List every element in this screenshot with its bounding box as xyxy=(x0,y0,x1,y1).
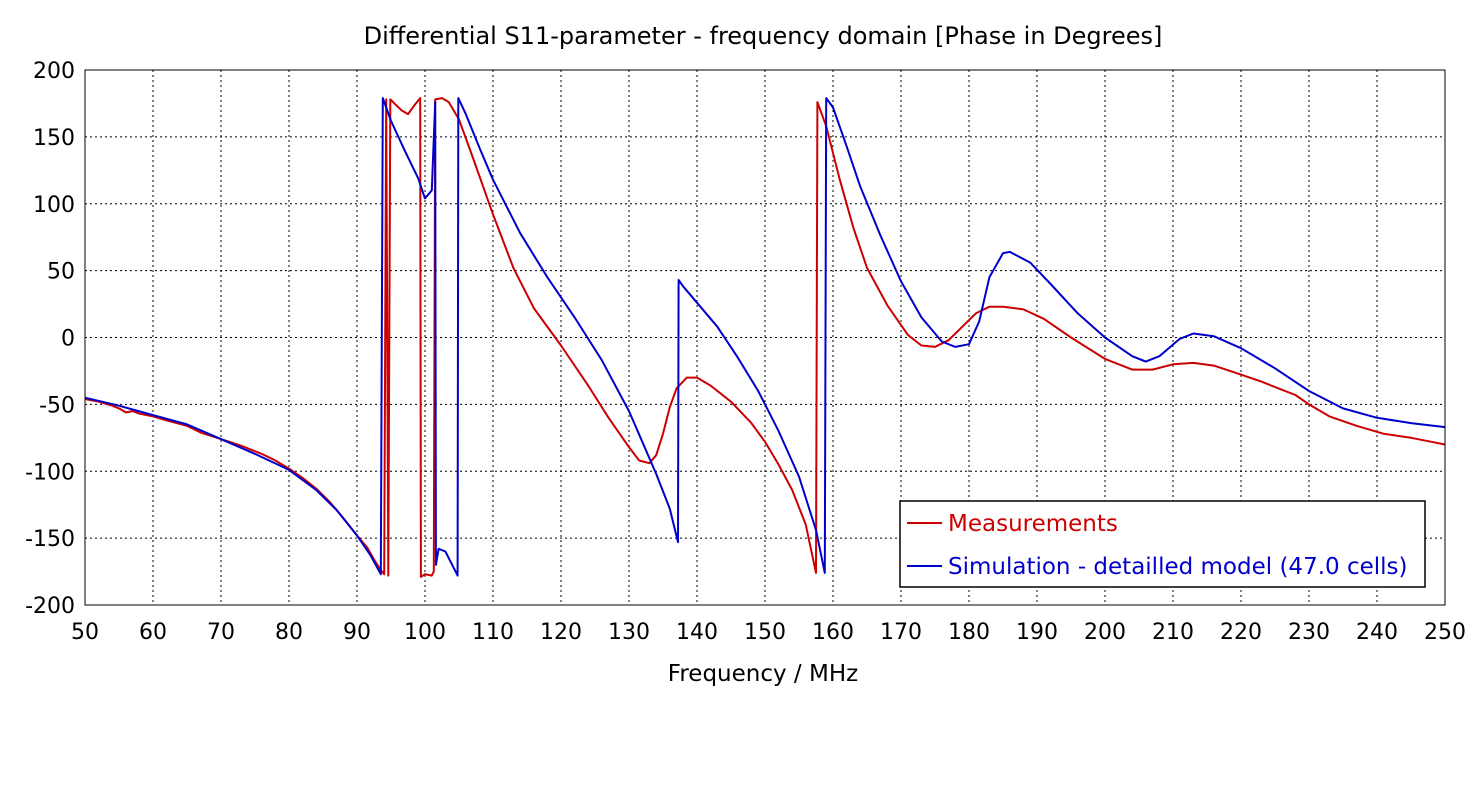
x-tick-label: 80 xyxy=(275,620,303,645)
x-tick-label: 230 xyxy=(1288,620,1330,645)
y-tick-label: 150 xyxy=(33,126,75,151)
plot-frame xyxy=(84,69,1446,606)
x-tick-label: 210 xyxy=(1152,620,1194,645)
y-tick-label: 0 xyxy=(61,327,75,352)
x-tick-label: 180 xyxy=(948,620,990,645)
y-tick-label: -100 xyxy=(25,460,75,485)
chart-title: Differential S11-parameter - frequency d… xyxy=(364,22,1163,50)
legend-label-simulation: Simulation - detailled model (47.0 cells… xyxy=(948,554,1407,580)
x-tick-label: 170 xyxy=(880,620,922,645)
y-tick-label: 50 xyxy=(47,260,75,285)
legend-box xyxy=(899,500,1426,588)
x-tick-label: 110 xyxy=(472,620,514,645)
x-tick-label: 250 xyxy=(1424,620,1466,645)
series-line-measurements xyxy=(84,97,1446,578)
x-axis-label: Frequency / MHz xyxy=(668,661,858,687)
x-tick-label: 130 xyxy=(608,620,650,645)
tick-labels: 50 60 70 80 90 100 110 120 130 140 150 160 170 180 190… xyxy=(25,59,1466,645)
y-tick-label: 200 xyxy=(33,59,75,84)
x-tick-label: 240 xyxy=(1356,620,1398,645)
x-tick-label: 50 xyxy=(71,620,99,645)
x-tick-label: 60 xyxy=(139,620,167,645)
y-tick-label: 100 xyxy=(33,193,75,218)
x-tick-label: 150 xyxy=(744,620,786,645)
y-tick-label: -50 xyxy=(39,393,75,418)
x-tick-label: 190 xyxy=(1016,620,1058,645)
y-tick-label: -200 xyxy=(25,594,75,619)
x-tick-label: 140 xyxy=(676,620,718,645)
x-tick-label: 100 xyxy=(404,620,446,645)
x-tick-label: 120 xyxy=(540,620,582,645)
series-line-simulation xyxy=(84,97,1446,577)
x-tick-label: 90 xyxy=(343,620,371,645)
x-tick-label: 200 xyxy=(1084,620,1126,645)
y-tick-label: -150 xyxy=(25,527,75,552)
series-lines xyxy=(84,97,1446,578)
legend-label-measurements: Measurements xyxy=(948,511,1118,537)
x-tick-label: 220 xyxy=(1220,620,1262,645)
legend: Measurements Simulation - detailled mode… xyxy=(899,500,1426,588)
x-tick-label: 70 xyxy=(207,620,235,645)
x-tick-label: 160 xyxy=(812,620,854,645)
